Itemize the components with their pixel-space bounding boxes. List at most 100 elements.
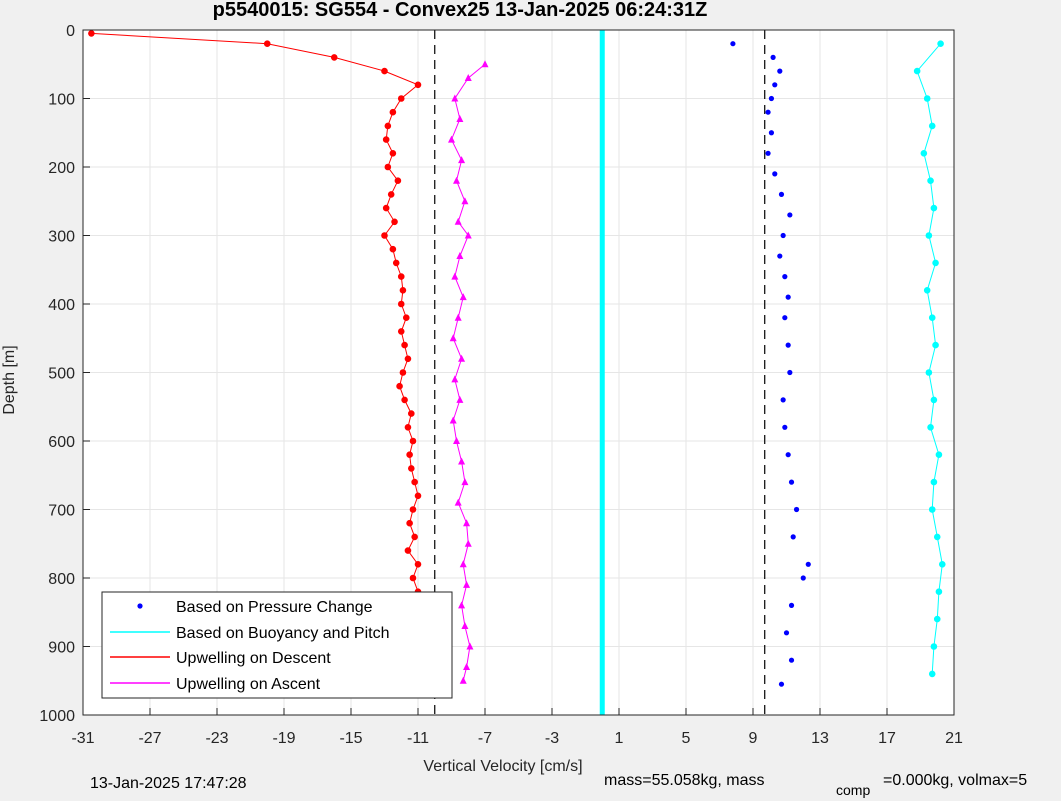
data-point	[937, 40, 944, 48]
data-point	[927, 424, 934, 431]
data-point	[923, 287, 931, 294]
x-tick-label: 21	[945, 730, 963, 747]
data-point	[925, 369, 933, 376]
legend-entry: Based on Buoyancy and Pitch	[110, 625, 389, 642]
data-point	[451, 375, 459, 383]
data-point	[397, 328, 405, 335]
data-point	[406, 519, 413, 527]
x-tick-label: 17	[878, 730, 896, 747]
data-point	[449, 416, 457, 424]
data-point	[783, 630, 790, 636]
data-point	[925, 232, 933, 239]
y-tick-label: 700	[48, 503, 75, 520]
data-point	[787, 212, 793, 218]
data-point	[930, 643, 938, 650]
data-point	[404, 355, 412, 363]
data-point	[768, 95, 775, 102]
y-tick-label: 1000	[39, 708, 75, 725]
data-point	[793, 506, 800, 513]
data-point	[928, 314, 936, 322]
data-point	[454, 498, 462, 506]
data-point	[788, 479, 795, 485]
y-tick-label: 600	[48, 434, 75, 451]
data-point	[454, 313, 462, 321]
data-point	[88, 30, 95, 37]
x-tick-label: -23	[205, 730, 228, 747]
data-point	[777, 68, 783, 74]
data-point	[464, 231, 472, 239]
legend-label: Upwelling on Ascent	[176, 676, 321, 693]
y-tick-label: 500	[48, 366, 75, 383]
x-tick-label: 5	[682, 730, 691, 747]
data-point	[411, 533, 418, 541]
data-point	[458, 156, 466, 164]
data-point	[399, 287, 407, 294]
data-point	[785, 452, 791, 458]
data-point	[387, 191, 395, 198]
data-point	[780, 397, 786, 403]
series-line	[916, 43, 943, 674]
data-point	[933, 615, 941, 623]
data-point	[408, 410, 415, 417]
data-point	[778, 191, 785, 197]
series-0	[730, 41, 811, 687]
data-point	[454, 217, 462, 225]
x-tick-label: 9	[749, 730, 758, 747]
legend-marker	[137, 603, 143, 609]
data-point	[456, 252, 464, 260]
data-point	[461, 197, 469, 205]
data-point	[777, 253, 783, 259]
data-point	[397, 300, 405, 308]
data-point	[461, 621, 469, 629]
data-point	[466, 642, 474, 650]
data-point	[456, 115, 464, 123]
data-point	[458, 457, 466, 465]
data-point	[930, 204, 938, 212]
data-point	[401, 341, 408, 349]
data-point	[397, 273, 405, 280]
data-point	[384, 122, 392, 130]
data-point	[391, 218, 398, 226]
data-point	[263, 40, 271, 48]
series-line	[450, 63, 486, 681]
data-point	[381, 67, 388, 75]
data-point	[330, 54, 338, 61]
legend-label: Upwelling on Descent	[176, 650, 331, 667]
data-point	[930, 396, 938, 404]
legend-entry: Based on Pressure Change	[137, 599, 373, 616]
data-point	[409, 437, 417, 445]
data-point	[928, 506, 936, 513]
data-point	[459, 676, 467, 684]
series-1	[913, 40, 946, 678]
data-point	[401, 396, 408, 404]
y-tick-label: 100	[48, 92, 75, 109]
y-axis-label: Depth [m]	[1, 345, 18, 414]
data-point	[765, 109, 771, 115]
data-point	[451, 272, 459, 280]
chart-title: p5540015: SG554 - Convex25 13-Jan-2025 0…	[213, 0, 708, 21]
data-point	[381, 232, 388, 239]
data-point	[933, 533, 941, 541]
y-tick-label: 900	[48, 640, 75, 657]
legend-box	[101, 591, 453, 699]
footer-timestamp: 13-Jan-2025 17:47:28	[90, 775, 247, 792]
data-point	[414, 561, 422, 568]
legend: Based on Pressure Change Based on Buoyanc…	[101, 591, 453, 699]
legend-entry: Upwelling on Ascent	[110, 676, 321, 693]
data-point	[800, 575, 806, 581]
x-tick-label: -15	[339, 730, 362, 747]
data-point	[481, 60, 489, 68]
data-point	[456, 395, 464, 403]
data-point	[396, 382, 403, 390]
data-point	[464, 539, 472, 547]
data-point	[409, 506, 417, 513]
footer-comp-subscript: comp	[836, 782, 871, 798]
data-point	[409, 574, 417, 582]
data-point	[458, 354, 466, 362]
data-point	[459, 293, 467, 301]
data-point	[397, 95, 405, 102]
data-point	[382, 204, 390, 212]
x-tick-label: 13	[811, 730, 829, 747]
data-point	[768, 130, 775, 136]
